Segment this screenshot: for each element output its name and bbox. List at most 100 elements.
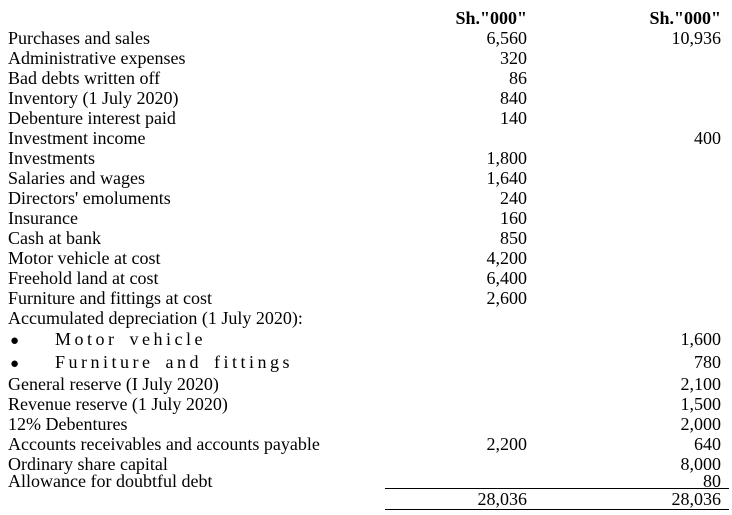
account-label-text: Insurance (8, 208, 78, 228)
credit-column-header: Sh."000" (649, 8, 721, 28)
account-label: Accounts receivables and accounts payabl… (8, 434, 385, 454)
table-row: Purchases and sales 6,560 10,936 (8, 28, 732, 48)
debit-amount: 320 (500, 48, 527, 68)
account-label: Directors' emoluments (8, 188, 385, 208)
account-label-text: General reserve (I July 2020) (8, 374, 219, 394)
credit-amount (527, 168, 721, 188)
account-label-text: Furniture and fittings at cost (8, 288, 212, 308)
table-row: Bad debts written off 86 (8, 68, 732, 88)
debit-amount: 1,800 (486, 148, 528, 168)
account-label-text: Allowance for doubtful debt (8, 471, 213, 491)
account-label-text: Ordinary share capital (8, 454, 168, 474)
account-label-text: Debenture interest paid (8, 108, 176, 128)
credit-amount (527, 68, 721, 88)
debit-amount: 4,200 (486, 248, 528, 268)
account-label: Cash at bank (8, 228, 385, 248)
table-row: Investments 1,800 (8, 148, 732, 168)
credit-amount: 1,600 (680, 329, 722, 349)
account-label: ● Furniture and fittings (8, 351, 385, 376)
debit-total: 28,036 (477, 489, 528, 509)
account-label: Motor vehicle at cost (8, 248, 385, 268)
account-label-text: 12% Debentures (8, 414, 128, 434)
table-row: Accumulated depreciation (1 July 2020): (8, 308, 732, 328)
debit-amount: 6,400 (486, 268, 528, 288)
account-label: Administrative expenses (8, 48, 385, 68)
credit-amount (527, 248, 721, 268)
debit-amount (385, 308, 527, 328)
account-label-text: Freehold land at cost (8, 268, 159, 288)
table-row: Directors' emoluments 240 (8, 188, 732, 208)
account-label: Bad debts written off (8, 68, 385, 88)
table-row: Furniture and fittings at cost 2,600 (8, 288, 732, 308)
table-row: Debenture interest paid 140 (8, 108, 732, 128)
credit-amount: 1,500 (680, 394, 722, 414)
debit-amount: 160 (500, 208, 527, 228)
table-row: Inventory (1 July 2020) 840 (8, 88, 732, 108)
account-label: Salaries and wages (8, 168, 385, 188)
account-label-text: Revenue reserve (1 July 2020) (8, 394, 228, 414)
table-row: Accounts receivables and accounts payabl… (8, 434, 732, 454)
credit-amount (527, 288, 721, 308)
account-label: Insurance (8, 208, 385, 228)
table-row: General reserve (I July 2020) 2,100 (8, 374, 732, 394)
debit-amount (385, 374, 527, 394)
debit-amount (385, 454, 527, 474)
debit-amount: 850 (500, 228, 527, 248)
account-label: ● Motor vehicle (8, 328, 385, 353)
account-label: Investment income (8, 128, 385, 148)
debit-amount: 86 (509, 68, 527, 88)
table-row: Motor vehicle at cost 4,200 (8, 248, 732, 268)
account-label: Investments (8, 148, 385, 168)
account-label-text: Administrative expenses (8, 48, 186, 68)
account-label-text: Purchases and sales (8, 28, 150, 48)
account-label-text: Accumulated depreciation (1 July 2020): (8, 308, 303, 328)
account-label: Accumulated depreciation (1 July 2020): (8, 308, 385, 328)
debit-amount: 2,600 (486, 288, 528, 308)
account-label-text: Furniture and fittings (55, 352, 293, 372)
debit-amount: 2,200 (486, 434, 528, 454)
credit-amount (527, 228, 721, 248)
debit-amount: 240 (500, 188, 527, 208)
credit-amount: 2,000 (680, 414, 722, 434)
debit-amount: 140 (500, 108, 527, 128)
debit-amount (385, 414, 527, 434)
account-label-text: Investment income (8, 128, 146, 148)
table-row: 12% Debentures 2,000 (8, 414, 732, 434)
account-label-text: Motor vehicle (55, 329, 206, 349)
credit-amount: 8,000 (680, 454, 722, 474)
debit-amount: 1,640 (486, 168, 528, 188)
table-row: ● Furniture and fittings 780 (8, 351, 732, 374)
debit-amount (385, 394, 527, 414)
credit-amount: 780 (694, 352, 721, 372)
account-label-text: Cash at bank (8, 228, 101, 248)
account-label-text: Inventory (1 July 2020) (8, 88, 179, 108)
credit-amount (527, 208, 721, 228)
account-label: Purchases and sales (8, 28, 385, 48)
table-header-row: Sh."000" Sh."000" (8, 8, 732, 28)
account-label: Furniture and fittings at cost (8, 288, 385, 308)
debit-amount: 840 (500, 88, 527, 108)
credit-total: 28,036 (671, 489, 722, 509)
table-row: Ordinary share capital 8,000 (8, 454, 732, 474)
account-label-text: Accounts receivables and accounts payabl… (8, 434, 320, 454)
table-row: Salaries and wages 1,640 (8, 168, 732, 188)
credit-amount (527, 308, 721, 328)
debit-amount (385, 128, 527, 148)
table-row: ● Motor vehicle 1,600 (8, 328, 732, 351)
debit-column-header: Sh."000" (455, 8, 527, 28)
debit-amount (385, 474, 527, 488)
totals-row: 28,036 28,036 (385, 489, 729, 509)
debit-amount (385, 351, 527, 376)
table-row: Investment income 400 (8, 128, 732, 148)
account-label: Inventory (1 July 2020) (8, 88, 385, 108)
credit-amount (527, 148, 721, 168)
account-label-text: Investments (8, 148, 95, 168)
table-row: Cash at bank 850 (8, 228, 732, 248)
totals-rule-block: 28,036 28,036 (385, 488, 729, 510)
credit-amount: 80 (703, 471, 721, 491)
account-label-text: Bad debts written off (8, 68, 161, 88)
table-row: Revenue reserve (1 July 2020) 1,500 (8, 394, 732, 414)
account-label: General reserve (I July 2020) (8, 374, 385, 394)
account-label: 12% Debentures (8, 414, 385, 434)
